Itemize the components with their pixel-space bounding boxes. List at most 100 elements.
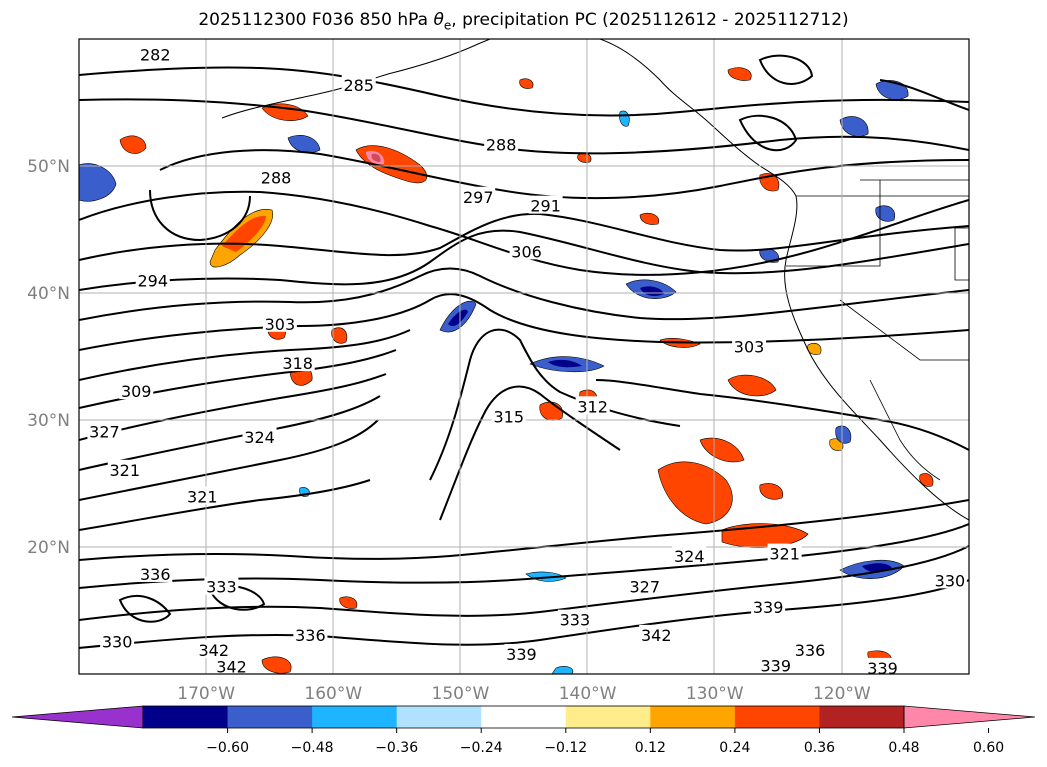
colorbar-tick-labels: −0.60 −0.48 −0.36 −0.24 −0.12 0.12 0.24 0.36 0.4… bbox=[206, 728, 1004, 756]
contour-label: 285 bbox=[343, 76, 374, 95]
contour-label: 330 bbox=[935, 571, 966, 590]
colorbar-tick-label: −0.24 bbox=[460, 740, 503, 756]
lat-tick-label: 30°N bbox=[27, 411, 70, 431]
contour-label: 324 bbox=[244, 428, 275, 447]
colorbar-tick-label: 0.24 bbox=[719, 740, 750, 756]
lon-tick-label: 150°W bbox=[432, 684, 490, 704]
colorbar-segment bbox=[819, 706, 905, 728]
contour-label-background bbox=[767, 543, 802, 562]
colorbar-segment bbox=[227, 706, 313, 728]
contour-label-background bbox=[491, 406, 526, 425]
contour-label-background bbox=[509, 241, 544, 260]
contour-label-background bbox=[793, 640, 828, 659]
contour-label: 339 bbox=[753, 598, 784, 617]
contour-label: 342 bbox=[641, 626, 672, 645]
contour-label: 324 bbox=[674, 547, 705, 566]
contour-label-background bbox=[100, 631, 135, 650]
colorbar-tick-label: 0.12 bbox=[635, 740, 666, 756]
contour-label-layer: 282 285 288 288 297 291 306 294 303 303 318 309 312 3… bbox=[87, 44, 967, 678]
lon-tick-label: 130°W bbox=[686, 684, 744, 704]
lat-tick-label: 40°N bbox=[27, 284, 70, 304]
colorbar-frame bbox=[142, 705, 905, 729]
plot-area: 282 285 288 288 297 291 306 294 303 303 318 309 312 3… bbox=[79, 39, 969, 678]
contour-label: 288 bbox=[261, 169, 292, 188]
contour-label: 342 bbox=[198, 641, 229, 660]
colorbar-tick-label: −0.12 bbox=[544, 740, 587, 756]
contour-label-background bbox=[214, 656, 249, 674]
contour-label-background bbox=[732, 336, 767, 355]
contour-label-background bbox=[135, 270, 170, 289]
contour-label-background bbox=[751, 596, 786, 615]
colorbar-tick-label: −0.48 bbox=[291, 740, 334, 756]
contour-label: 330 bbox=[102, 632, 133, 651]
contour-label: 312 bbox=[577, 397, 608, 416]
contour-label-background bbox=[865, 657, 900, 674]
contour-label-background bbox=[204, 576, 239, 595]
title-prefix: 2025112300 F036 850 hPa bbox=[198, 10, 434, 30]
contour-label-background bbox=[341, 74, 376, 93]
contour-label: 333 bbox=[560, 611, 591, 630]
colorbar-tick-label: 0.36 bbox=[804, 740, 835, 756]
contour-label-background bbox=[293, 624, 328, 643]
colorbar-low-extension bbox=[11, 705, 144, 729]
contour-label-background bbox=[758, 655, 793, 674]
contour-label-background bbox=[557, 609, 592, 628]
title-suffix: , precipitation PC (2025112612 - 2025112… bbox=[451, 10, 849, 30]
contour-label: 291 bbox=[530, 197, 561, 216]
colorbar-segment bbox=[312, 706, 398, 728]
colorbar-tick-label: −0.60 bbox=[206, 740, 249, 756]
contour-label: 303 bbox=[734, 338, 765, 357]
contour-label-background bbox=[242, 426, 277, 445]
contour-label-background bbox=[484, 134, 519, 153]
lon-tick-label: 140°W bbox=[559, 684, 617, 704]
contour-label: 321 bbox=[769, 545, 800, 564]
lon-tick-label: 120°W bbox=[813, 684, 871, 704]
colorbar-segment bbox=[396, 706, 482, 728]
lat-tick-label: 20°N bbox=[27, 538, 70, 558]
contour-label-background bbox=[932, 570, 967, 589]
colorbar-tick-label: −0.36 bbox=[375, 740, 418, 756]
contour-label: 327 bbox=[630, 578, 661, 597]
contour-label: 315 bbox=[493, 407, 524, 426]
contour-label: 294 bbox=[137, 272, 168, 291]
contour-label-background bbox=[575, 396, 610, 415]
colorbar-segment bbox=[481, 706, 567, 728]
contour-label: 321 bbox=[109, 461, 140, 480]
plot-frame bbox=[78, 38, 970, 675]
colorbar-segment bbox=[734, 706, 820, 728]
graticule bbox=[79, 39, 969, 674]
contour-label: 288 bbox=[486, 136, 517, 155]
contour-label: 339 bbox=[760, 656, 791, 675]
contour-label: 309 bbox=[121, 382, 152, 401]
contour-label: 342 bbox=[216, 658, 247, 677]
contour-label-background bbox=[461, 186, 496, 205]
colorbar-segment bbox=[143, 706, 229, 728]
contour-label-background bbox=[107, 459, 142, 478]
contour-label: 327 bbox=[89, 423, 120, 442]
colorbar-tick-label: 0.48 bbox=[888, 740, 919, 756]
colorbar-high-extension bbox=[903, 705, 1036, 729]
ocean-background bbox=[79, 39, 969, 674]
contour-label: 321 bbox=[187, 487, 218, 506]
contour-label-background bbox=[639, 624, 674, 643]
contour-label: 333 bbox=[206, 578, 237, 597]
contour-label-background bbox=[504, 643, 539, 662]
contour-label: 297 bbox=[463, 188, 494, 207]
contour-label-background bbox=[185, 486, 220, 505]
colorbar bbox=[11, 705, 1036, 729]
contour-label: 306 bbox=[511, 242, 542, 261]
contour-label-background bbox=[672, 546, 707, 565]
contour-label-background bbox=[119, 381, 154, 400]
map-title: 2025112300 F036 850 hPa θe, precipitatio… bbox=[0, 10, 1047, 32]
longitude-tick-labels: 170°W 160°W 150°W 140°W 130°W 120°W bbox=[177, 684, 871, 704]
contour-label-background bbox=[528, 195, 563, 214]
contour-label: 336 bbox=[295, 626, 326, 645]
contour-label: 339 bbox=[867, 659, 898, 678]
contour-label-background bbox=[87, 421, 122, 440]
contour-label: 339 bbox=[506, 645, 537, 664]
colorbar-segment bbox=[565, 706, 651, 728]
latitude-tick-labels: 50°N 40°N 30°N 20°N bbox=[27, 157, 70, 558]
lon-tick-label: 170°W bbox=[177, 684, 235, 704]
contour-label-background bbox=[280, 353, 315, 372]
